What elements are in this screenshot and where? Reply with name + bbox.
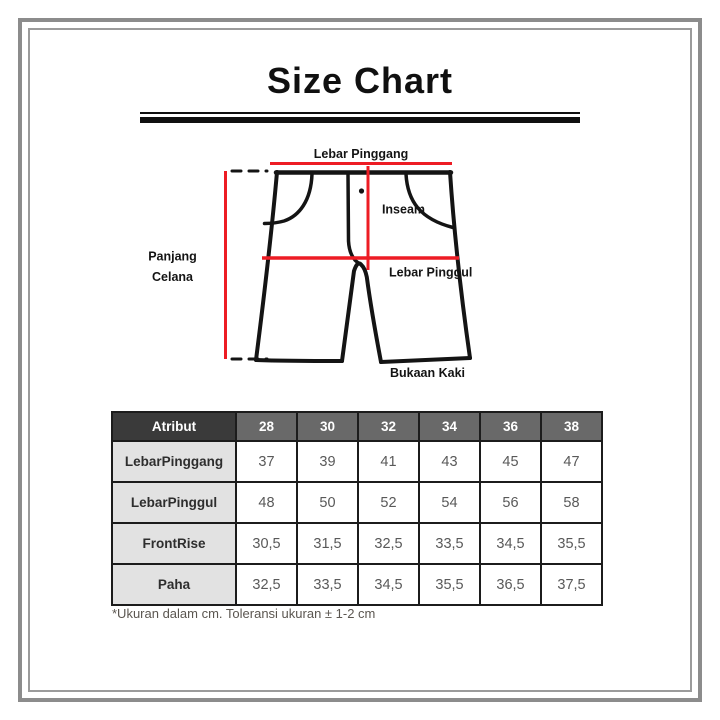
size-column-header: 38 — [540, 411, 603, 442]
value-cell: 37,5 — [540, 563, 603, 606]
value-cell: 31,5 — [296, 522, 359, 565]
value-cell: 43 — [418, 440, 481, 483]
footnote: *Ukuran dalam cm. Toleransi ukuran ± 1-2… — [112, 606, 376, 621]
value-cell: 39 — [296, 440, 359, 483]
row-label: Paha — [111, 563, 237, 606]
table-row: Paha 32,5 33,5 34,5 35,5 36,5 37,5 — [111, 563, 603, 606]
leg-opening-label: Bukaan Kaki — [390, 366, 465, 380]
attribute-column-header: Atribut — [111, 411, 237, 442]
length-label-line2: Celana — [152, 270, 194, 284]
value-cell: 37 — [235, 440, 298, 483]
shorts-right-seam — [448, 170, 472, 360]
value-cell: 45 — [479, 440, 542, 483]
value-cell: 47 — [540, 440, 603, 483]
value-cell: 33,5 — [418, 522, 481, 565]
hip-label: Lebar Pinggul — [389, 266, 472, 280]
value-cell: 36,5 — [479, 563, 542, 606]
size-table: Atribut 28 30 32 34 36 38 LebarPinggang … — [111, 411, 603, 606]
row-label: LebarPinggul — [111, 481, 237, 524]
size-column-header: 30 — [296, 411, 359, 442]
value-cell: 56 — [479, 481, 542, 524]
value-cell: 52 — [357, 481, 420, 524]
table-row: LebarPinggang 37 39 41 43 45 47 — [111, 440, 603, 483]
value-cell: 54 — [418, 481, 481, 524]
value-cell: 48 — [235, 481, 298, 524]
shorts-outline — [254, 170, 472, 364]
value-cell: 35,5 — [540, 522, 603, 565]
value-cell: 34,5 — [357, 563, 420, 606]
shorts-left-seam — [254, 170, 279, 362]
title-divider — [140, 112, 580, 123]
size-column-header: 28 — [235, 411, 298, 442]
inner-frame-border — [28, 28, 692, 692]
size-column-header: 32 — [357, 411, 420, 442]
size-column-header: 34 — [418, 411, 481, 442]
size-table-header-row: Atribut 28 30 32 34 36 38 — [111, 411, 603, 442]
value-cell: 34,5 — [479, 522, 542, 565]
shorts-left-hem — [254, 358, 344, 363]
value-cell: 33,5 — [296, 563, 359, 606]
row-label: FrontRise — [111, 522, 237, 565]
size-column-header: 36 — [479, 411, 542, 442]
outer-frame-border — [18, 18, 702, 702]
value-cell: 32,5 — [235, 563, 298, 606]
page-title: Size Chart — [266, 60, 454, 101]
length-label-line1: Panjang — [148, 250, 197, 264]
shorts-crotch-inseam — [340, 261, 383, 364]
table-row: LebarPinggul 48 50 52 54 56 58 — [111, 481, 603, 524]
shorts-right-hem — [379, 356, 472, 364]
shorts-left-pocket — [262, 172, 314, 226]
inseam-label: Inseam — [382, 203, 425, 217]
shorts-button-dot — [358, 188, 365, 194]
value-cell: 41 — [357, 440, 420, 483]
row-label: LebarPinggang — [111, 440, 237, 483]
waist-measure-label: Lebar Pinggang — [314, 147, 408, 161]
value-cell: 35,5 — [418, 563, 481, 606]
table-row: FrontRise 30,5 31,5 32,5 33,5 34,5 35,5 — [111, 522, 603, 565]
shorts-fly-line — [346, 172, 363, 267]
value-cell: 50 — [296, 481, 359, 524]
divider-thick-line — [140, 117, 580, 123]
value-cell: 30,5 — [235, 522, 298, 565]
shorts-right-pocket — [404, 172, 455, 230]
value-cell: 58 — [540, 481, 603, 524]
value-cell: 32,5 — [357, 522, 420, 565]
divider-thin-line — [140, 112, 580, 114]
